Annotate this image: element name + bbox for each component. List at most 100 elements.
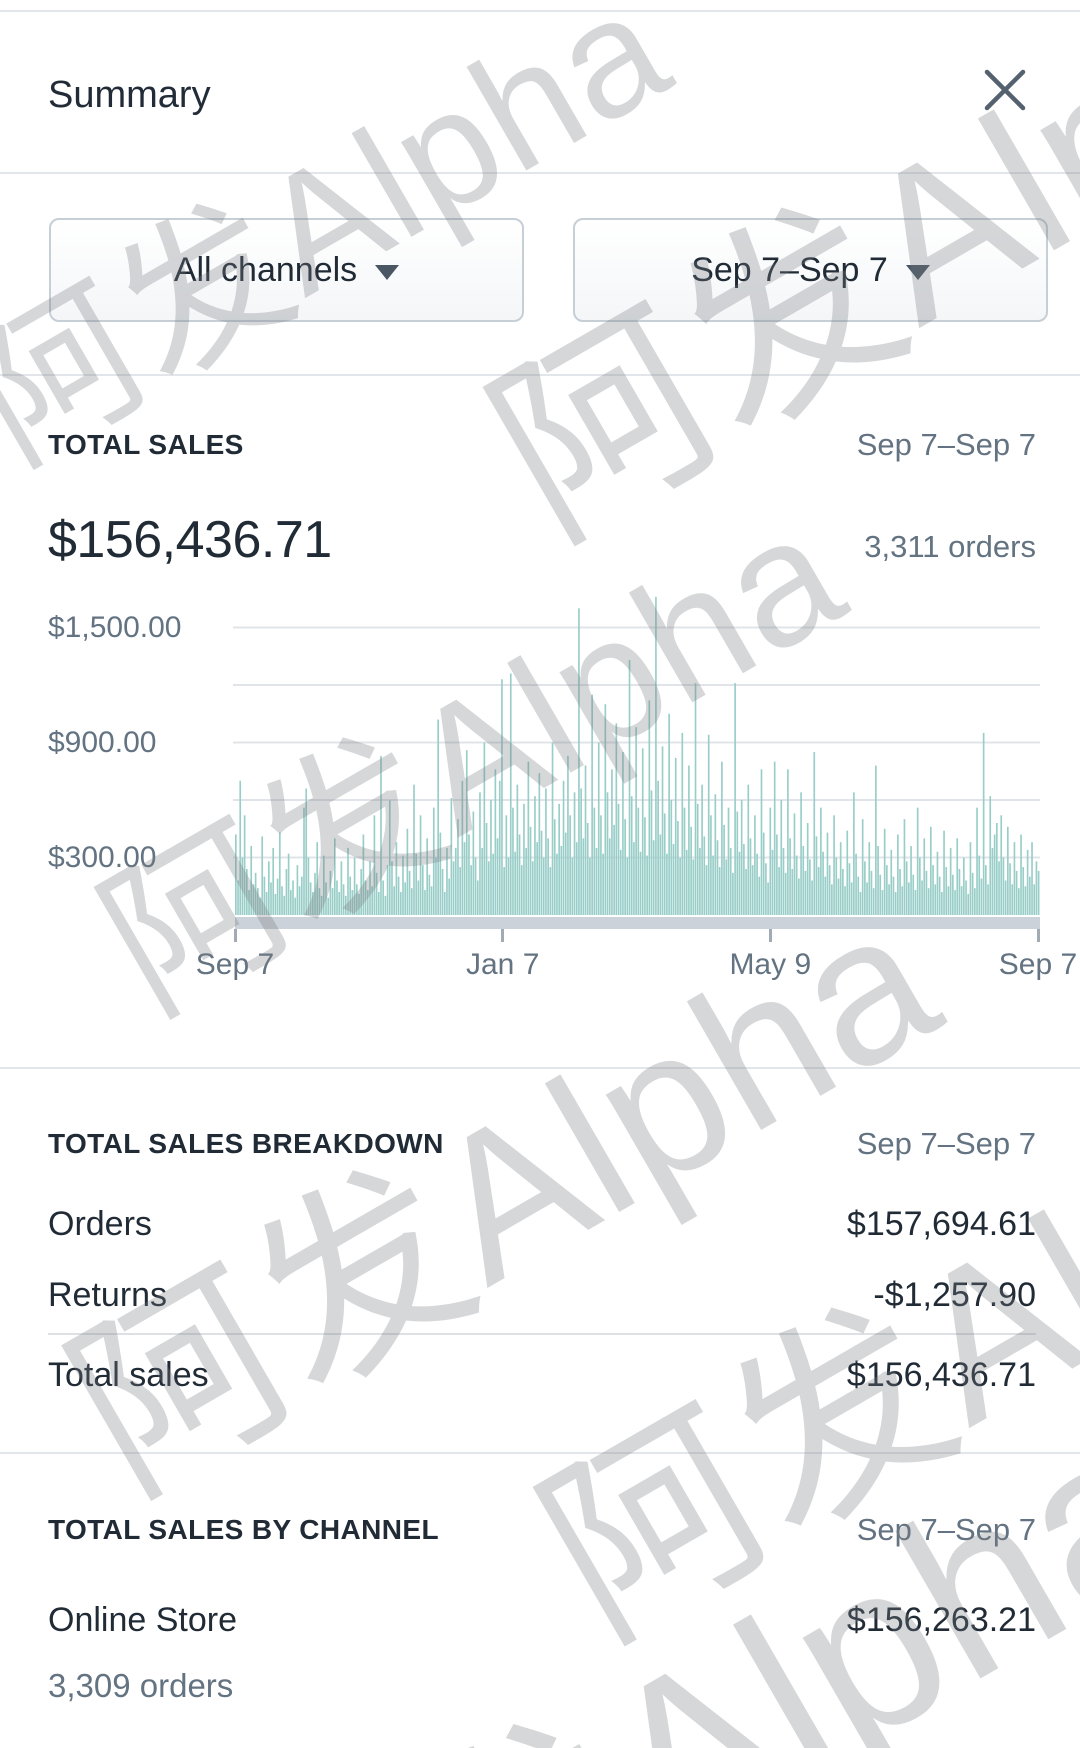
- sales-bar: [617, 803, 620, 915]
- sales-bar: [413, 784, 415, 915]
- channel-filter-button[interactable]: All channels: [49, 218, 524, 322]
- sales-bar: [281, 886, 283, 915]
- sales-bar: [560, 846, 563, 915]
- sales-bar: [769, 807, 772, 915]
- sales-bar: [457, 819, 459, 915]
- sales-bar: [424, 890, 426, 915]
- sales-bar: [1033, 884, 1036, 915]
- sales-bar: [305, 788, 308, 915]
- sales-bar: [465, 750, 468, 915]
- sales-bar: [362, 834, 365, 915]
- sales-bar: [254, 872, 257, 915]
- sales-bar: [927, 888, 930, 915]
- sales-bar: [894, 892, 897, 915]
- sales-bar: [369, 861, 371, 915]
- sales-bar: [512, 807, 514, 915]
- sales-bar: [435, 857, 437, 915]
- sales-bar: [934, 884, 937, 915]
- sales-bar: [516, 784, 519, 915]
- sales-bar: [703, 836, 706, 915]
- sales-bar: [384, 895, 387, 915]
- sales-bar: [490, 800, 492, 915]
- table-row: Returns -$1,257.90: [48, 1276, 1036, 1314]
- sales-bar: [496, 838, 499, 915]
- sales-bar: [344, 895, 347, 915]
- sales-bar: [296, 865, 299, 915]
- sales-bar: [492, 853, 494, 915]
- sales-bar: [857, 876, 860, 915]
- sales-bar: [762, 832, 765, 915]
- sales-bar: [523, 803, 525, 915]
- sales-bar: [811, 880, 813, 915]
- sales-bar: [996, 823, 998, 915]
- sales-bar: [833, 815, 835, 915]
- sales-bar: [371, 886, 374, 915]
- sales-bar: [938, 876, 941, 915]
- sales-bar: [696, 803, 699, 915]
- sales-bar: [795, 855, 798, 915]
- total-sales-heading-row: TOTAL SALES Sep 7–Sep 7: [48, 426, 1036, 464]
- sales-bar: [593, 807, 596, 915]
- chevron-down-icon: [375, 264, 400, 280]
- sales-bar: [778, 867, 780, 915]
- sales-bar: [967, 893, 970, 915]
- sales-bar: [417, 880, 420, 915]
- sales-bar: [679, 857, 681, 915]
- sales-bar: [921, 880, 923, 915]
- sales-bar: [998, 861, 1000, 915]
- sales-bar: [1011, 884, 1014, 915]
- sales-bar: [971, 872, 974, 915]
- sales-bar: [958, 869, 961, 915]
- sales-bar: [373, 815, 376, 915]
- sales-bar: [677, 821, 679, 915]
- x-axis-tick: [768, 929, 772, 942]
- sales-bar: [710, 815, 712, 915]
- sales-bar: [329, 870, 332, 915]
- sales-bar: [355, 884, 358, 915]
- x-axis-band: [235, 917, 1040, 929]
- date-range-filter-button[interactable]: Sep 7–Sep 7: [573, 218, 1048, 322]
- sales-bar: [947, 886, 950, 915]
- sales-bar: [597, 742, 600, 915]
- close-button[interactable]: [972, 57, 1038, 123]
- sales-bar: [633, 842, 635, 915]
- total-sales-amount-row: $156,436.71 3,311 orders: [48, 510, 1036, 569]
- sales-bar: [883, 828, 886, 915]
- sales-bar: [901, 886, 904, 915]
- sales-bar: [567, 755, 569, 915]
- sales-bar: [448, 878, 450, 915]
- sales-bar: [619, 849, 622, 915]
- sales-bar: [674, 757, 677, 915]
- sales-bar: [582, 838, 585, 915]
- sales-bar: [820, 807, 822, 915]
- sales-bar: [430, 886, 433, 915]
- sales-bar: [318, 888, 321, 915]
- breakdown-heading-row: TOTAL SALES BREAKDOWN Sep 7–Sep 7: [48, 1125, 1036, 1163]
- subtotal-divider: [48, 1333, 1036, 1335]
- x-axis-label: Sep 7: [998, 948, 1078, 981]
- sales-bar: [839, 842, 842, 915]
- sales-bar: [899, 869, 901, 915]
- sales-bar: [1018, 888, 1020, 915]
- sales-bar: [494, 769, 497, 915]
- sales-bar: [388, 800, 391, 915]
- sales-bar: [993, 834, 996, 915]
- sales-bar: [571, 857, 574, 915]
- y-axis-label: $300.00: [48, 840, 157, 874]
- sales-bar: [386, 865, 389, 915]
- sales-bar: [300, 876, 303, 915]
- sales-bar: [518, 834, 521, 915]
- sales-bar: [235, 834, 237, 915]
- sales-bar: [714, 794, 717, 915]
- sales-bar: [1031, 842, 1033, 915]
- sales-bar: [943, 830, 945, 915]
- sales-bar: [963, 857, 965, 915]
- sales-bar: [556, 853, 558, 915]
- sales-bar: [347, 847, 349, 915]
- sales-bar: [780, 800, 783, 915]
- sales-bar: [586, 823, 589, 915]
- sales-bar: [551, 742, 554, 915]
- sales-bar: [652, 840, 655, 915]
- sales-bar: [267, 861, 270, 915]
